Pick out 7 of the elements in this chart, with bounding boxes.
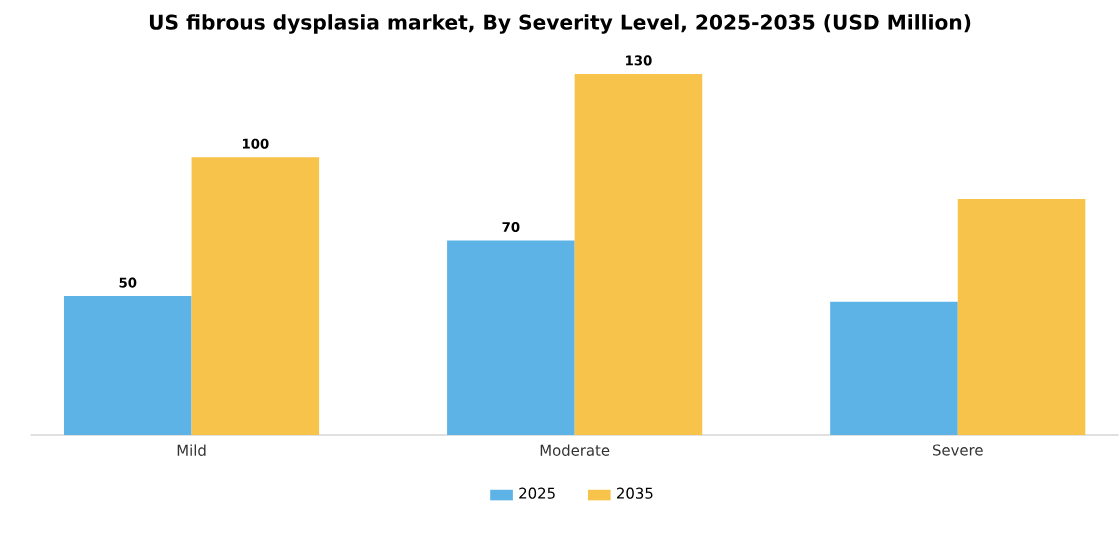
chart-title: US fibrous dysplasia market, By Severity Level, 2025-2035 (USD Million) [149, 14, 971, 34]
bar [957, 198, 1086, 435]
bar [63, 296, 192, 435]
bar [830, 301, 958, 435]
bar [191, 157, 320, 435]
bar [574, 73, 703, 435]
bar [447, 240, 575, 435]
